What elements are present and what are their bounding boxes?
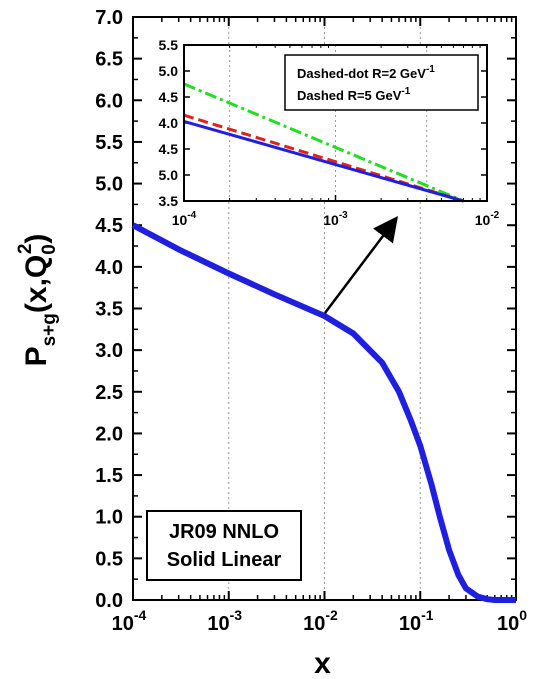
inset-series-line [183, 119, 464, 203]
inset-y-tick-label: 5.0 [159, 63, 179, 79]
y-tick-label: 6.5 [95, 49, 123, 71]
inset-x-tick-label: 10-2 [475, 210, 500, 228]
y-axis-title: Ps+g(x,Q02) [15, 234, 60, 367]
main-plot: 0.0 0.5 1.0 1.5 2.0 2.5 3.0 3.5 4.0 4.5 5.0 5.5 6.0 6… [15, 7, 527, 679]
y-tick-label: 4.0 [95, 257, 123, 279]
inset-y-tick-label: 4.0 [159, 115, 179, 131]
y-tick-label: 4.5 [95, 215, 123, 237]
inset-legend-box [284, 54, 479, 111]
y-tick-label: 7.0 [95, 7, 123, 29]
y-tick-label: 0.5 [95, 548, 123, 570]
y-tick-label: 0.0 [95, 590, 123, 612]
x-tick-label: 100 [497, 607, 527, 635]
inset-y-tick-label: 5.5 [159, 37, 179, 53]
x-tick-label: 10-1 [399, 607, 434, 635]
inset-x-tick-label: 10-4 [172, 210, 197, 228]
y-tick-label: 1.0 [95, 507, 123, 529]
x-tick-label: 10-4 [112, 607, 147, 635]
x-axis-title: x [314, 647, 331, 679]
main-series-line [131, 222, 516, 603]
inset-y-tick-label: 3.5 [159, 193, 179, 209]
x-tick-label: 10-2 [303, 607, 338, 635]
zoom-arrow [324, 216, 399, 314]
y-tick-label: 2.5 [95, 382, 123, 404]
y-tick-label: 5.5 [95, 132, 123, 154]
inset-y-tick-label: 4.5 [159, 141, 179, 157]
y-tick-label: 6.0 [95, 90, 123, 112]
y-tick-label: 3.5 [95, 299, 123, 321]
inset-series-line [183, 82, 465, 203]
x-tick-label: 10-3 [207, 607, 242, 635]
inset-frame [183, 44, 488, 202]
inset-x-tick-label: 10-3 [323, 210, 348, 228]
inset-y-tick-label: 5.0 [159, 167, 179, 183]
annotation-line-1: JR09 NNLO [169, 521, 279, 543]
y-tick-label: 1.5 [95, 465, 123, 487]
y-tick-label: 5.0 [95, 174, 123, 196]
inset-y-tick-label: 4.5 [159, 89, 179, 105]
y-tick-label: 2.0 [95, 423, 123, 445]
legend-entry: Dashed R=5 GeV-1 [297, 86, 411, 103]
legend-entry: Dashed-dot R=2 GeV-1 [297, 64, 435, 81]
annotation-line-2: Solid Linear [167, 549, 282, 571]
annotation-box [146, 510, 302, 581]
inset-plot: 3.5 5.0 4.5 4.0 4.5 5.0 5.5 10-4 10-3 10-2 Dashed-… [159, 37, 500, 228]
y-tick-label: 3.0 [95, 340, 123, 362]
